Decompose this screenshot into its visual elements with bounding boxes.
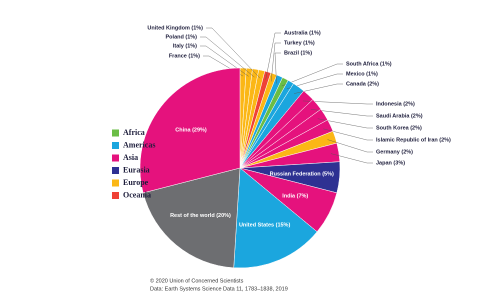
slice-label: India (7%): [282, 194, 308, 200]
leader-line: [200, 45, 249, 77]
leader-line: [274, 52, 281, 84]
slice-label: Italy (1%): [173, 43, 197, 49]
slice-label: Japan (3%): [376, 160, 405, 166]
legend-label: Africa: [123, 128, 145, 137]
legend-label: Oceania: [123, 190, 151, 199]
slice-label: Poland (1%): [166, 34, 198, 40]
slice-label: Germany (2%): [376, 149, 413, 155]
slice-label: Russian Federation (5%): [270, 171, 334, 177]
slice-label: Saudi Arabia (2%): [376, 113, 423, 119]
leader-line: [330, 153, 373, 164]
leader-line: [327, 139, 373, 153]
legend-label: Asia: [123, 153, 138, 162]
leader-line: [265, 32, 281, 80]
slice-label: Rest of the world (20%): [170, 213, 231, 219]
slice-label: United Kingdom (1%): [147, 25, 203, 31]
slice-label: South Africa (1%): [346, 61, 392, 67]
slice-label: France (1%): [169, 53, 200, 59]
legend-swatch: [112, 142, 119, 149]
pie-slice: [233, 167, 318, 269]
slice-label: Indonesia (2%): [376, 101, 415, 107]
leader-line: [200, 36, 255, 78]
leader-line: [281, 63, 343, 87]
slice-label: Canada (2%): [346, 81, 379, 87]
slice-label: Brazil (1%): [284, 50, 312, 56]
leader-line: [286, 73, 343, 90]
pie-slice: [139, 67, 241, 194]
slice-label: China (29%): [175, 127, 207, 133]
slice-label: Turkey (1%): [284, 40, 315, 46]
legend-swatch: [112, 167, 119, 174]
legend-swatch: [112, 154, 119, 162]
footer-source: Data: Earth Systems Science Data 11, 178…: [150, 286, 288, 292]
slice-label: South Korea (2%): [376, 125, 422, 131]
slice-label: United States (15%): [239, 222, 291, 228]
leader-line: [310, 109, 373, 117]
leader-line: [206, 27, 261, 79]
leader-line: [270, 42, 281, 82]
slice-label: Mexico (1%): [346, 71, 378, 77]
legend-swatch: [112, 192, 119, 199]
slice-label: Islamic Republic of Iran (2%): [376, 137, 451, 143]
leader-line: [323, 128, 373, 141]
legend-label: Europe: [123, 178, 149, 187]
footer-credit: © 2020 Union of Concerned Scientists: [150, 277, 244, 284]
legend-swatch: [112, 129, 119, 137]
slice-label: Australia (1%): [284, 30, 321, 36]
pie-slice: [142, 167, 241, 269]
legend-label: Eurasia: [123, 165, 150, 174]
legend-label: Americas: [123, 140, 155, 149]
leader-line: [302, 100, 373, 105]
leader-line: [317, 118, 373, 129]
leader-line: [294, 83, 343, 94]
legend-swatch: [112, 179, 119, 187]
